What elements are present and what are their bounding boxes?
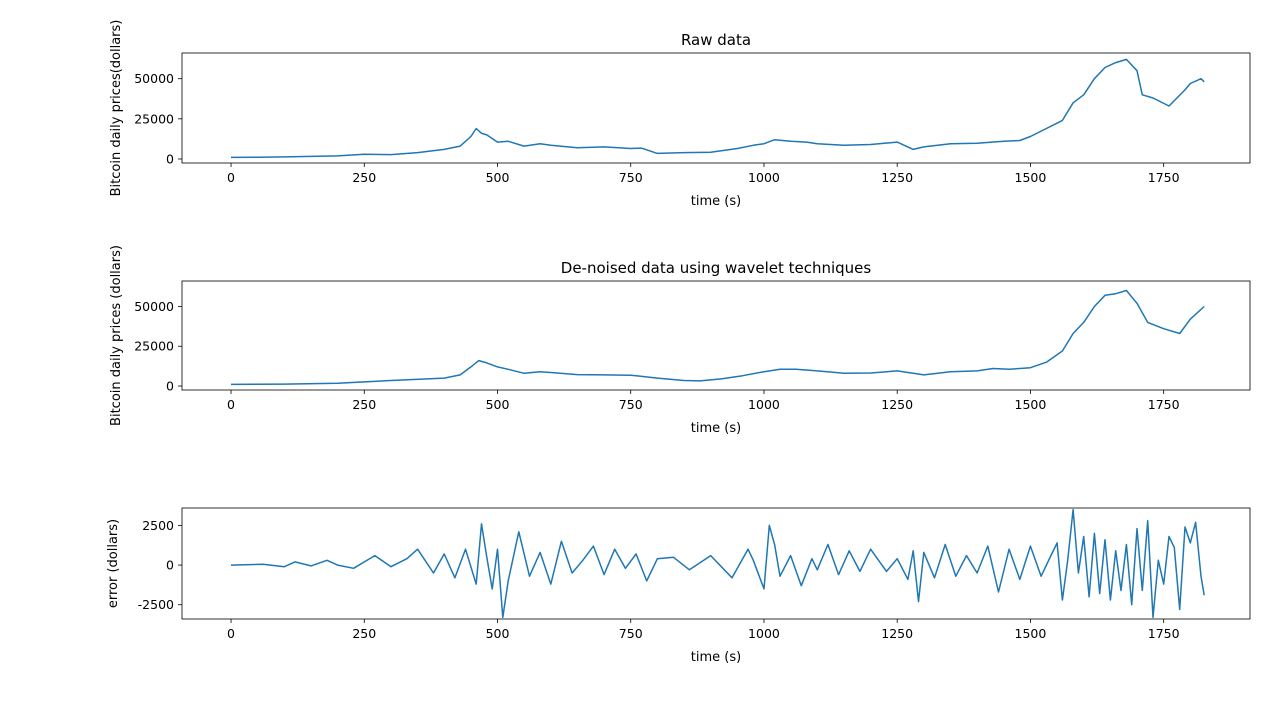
- x-axis-label: time (s): [691, 421, 741, 436]
- x-tick-label: 0: [227, 170, 235, 185]
- x-tick-label: 1750: [1148, 626, 1180, 641]
- x-tick-label: 1250: [881, 397, 913, 412]
- axes-frame: [181, 52, 1251, 164]
- y-tick-label: 0: [166, 558, 174, 573]
- y-tick-label: -2500: [138, 597, 174, 612]
- x-tick-label: 750: [619, 626, 643, 641]
- y-axis-label: Bitcoin daily prices(dollars): [109, 20, 124, 197]
- x-tick-label: 0: [227, 397, 235, 412]
- x-tick-label: 250: [352, 397, 376, 412]
- x-tick-label: 750: [619, 170, 643, 185]
- x-tick-label: 1750: [1148, 170, 1180, 185]
- axes-error: 0 250 500 750 1000 1250 1500 1750 -2500 0 2500 time…: [106, 507, 1251, 665]
- x-tick-label: 750: [619, 397, 643, 412]
- y-tick-label: 0: [166, 379, 174, 394]
- axes-frame: [181, 507, 1251, 620]
- x-tick-label: 0: [227, 626, 235, 641]
- y-tick-label: 25000: [134, 339, 174, 354]
- axes-denoised-data: 0 250 500 750 1000 1250 1500 1750 0 25000 50000 De-…: [109, 245, 1251, 436]
- x-tick-label: 250: [352, 626, 376, 641]
- x-tick-label: 500: [486, 626, 510, 641]
- x-tick-label: 500: [486, 170, 510, 185]
- y-tick-label: 0: [166, 151, 174, 166]
- series-line: [230, 58, 1205, 159]
- series-line: [230, 508, 1205, 619]
- x-tick-label: 1750: [1148, 397, 1180, 412]
- y-tick-label: 25000: [134, 111, 174, 126]
- x-tick-label: 1500: [1015, 626, 1047, 641]
- chart-title: De-noised data using wavelet techniques: [561, 259, 872, 277]
- series-line: [230, 289, 1205, 386]
- x-tick-label: 1250: [881, 626, 913, 641]
- axes-frame: [181, 280, 1251, 391]
- x-tick-label: 1250: [881, 170, 913, 185]
- x-tick-label: 1500: [1015, 397, 1047, 412]
- x-tick-label: 250: [352, 170, 376, 185]
- x-tick-label: 1500: [1015, 170, 1047, 185]
- chart-title: Raw data: [681, 31, 751, 49]
- x-tick-label: 1000: [748, 170, 780, 185]
- y-tick-label: 50000: [134, 299, 174, 314]
- x-tick-label: 500: [486, 397, 510, 412]
- y-axis-label: error (dollars): [106, 519, 121, 608]
- axes-raw-data: 0 250 500 750 1000 1250 1500 1750 0 25000 50000 Raw…: [109, 20, 1251, 209]
- x-axis-label: time (s): [691, 194, 741, 209]
- x-axis-label: time (s): [691, 650, 741, 665]
- y-tick-label: 2500: [142, 518, 174, 533]
- y-axis-label: Bitcoin daily prices (dollars): [109, 245, 124, 426]
- x-tick-label: 1000: [748, 626, 780, 641]
- y-tick-label: 50000: [134, 71, 174, 86]
- x-tick-label: 1000: [748, 397, 780, 412]
